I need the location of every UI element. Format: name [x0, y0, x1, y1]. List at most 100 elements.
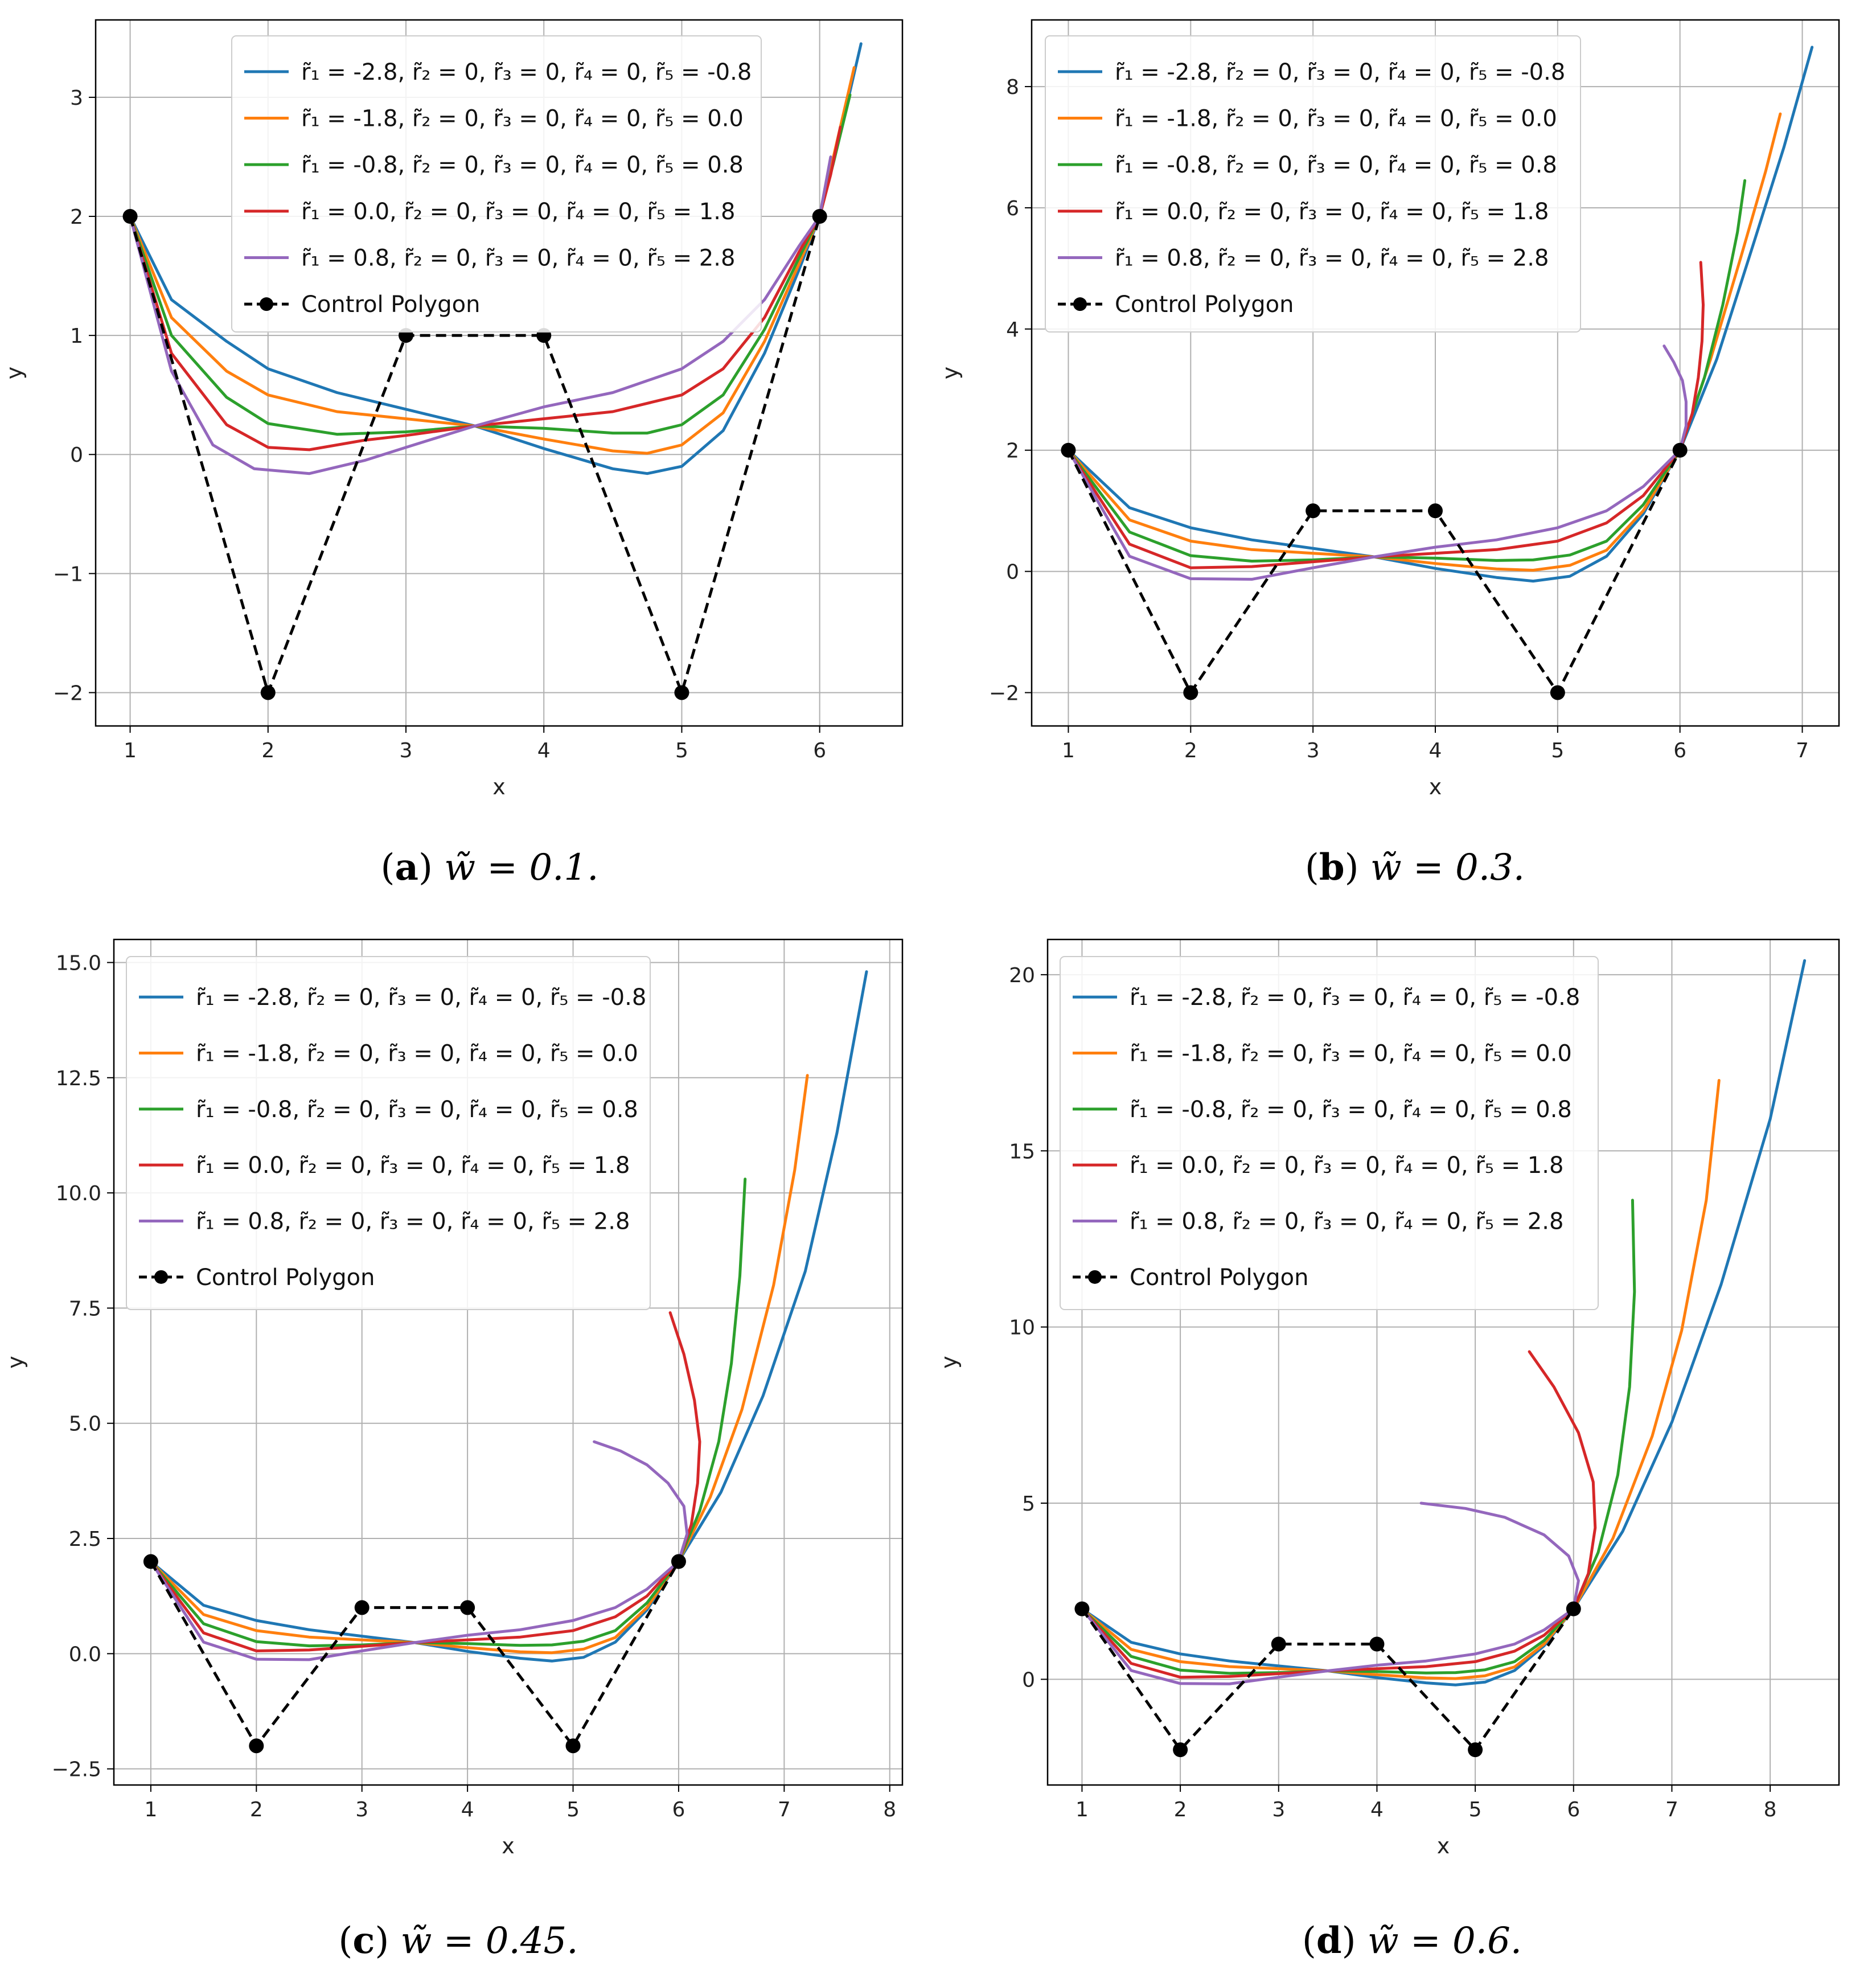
legend-label-4: r̃₁ = 0.0, r̃₂ = 0, r̃₃ = 0, r̃₄ = 0, r̃… — [1130, 1152, 1563, 1179]
y-tick-label: 0 — [1022, 1668, 1035, 1692]
legend-label-control: Control Polygon — [1115, 292, 1294, 318]
caption-paren-open: ( — [1305, 847, 1319, 889]
control-point — [143, 1554, 158, 1569]
caption-paren-close: ) — [375, 1920, 400, 1962]
legend-label-5: r̃₁ = 0.8, r̃₂ = 0, r̃₃ = 0, r̃₄ = 0, r̃… — [1130, 1209, 1563, 1235]
legend-label-2: r̃₁ = -1.8, r̃₂ = 0, r̃₃ = 0, r̃₄ = 0, r… — [1130, 1041, 1572, 1067]
legend-label-2: r̃₁ = -1.8, r̃₂ = 0, r̃₃ = 0, r̃₄ = 0, r… — [301, 106, 744, 132]
caption-text: w̃ = 0.3. — [1370, 847, 1525, 889]
x-tick-label: 8 — [1764, 1798, 1777, 1821]
legend-box — [231, 35, 762, 333]
control-point — [1369, 1636, 1385, 1652]
control-point — [1074, 1601, 1090, 1616]
series-line-5 — [149, 1440, 689, 1661]
legend-label-3: r̃₁ = -0.8, r̃₂ = 0, r̃₃ = 0, r̃₄ = 0, r… — [196, 1097, 638, 1123]
chart-panel-d: 1 2 3 4 5 6 7 8 0 5 10 15 20 x y r̃₁ = -2.8, r̃₂ = 0, r… — [937, 938, 1840, 1962]
chart-panel-b: 1 2 3 4 5 6 7 −2 0 2 4 6 8 x y r̃₁ = -2.8, r̃₂ = 0, r̃₃… — [938, 19, 1840, 889]
x-tick-label: 2 — [261, 739, 274, 762]
x-tick-label: 2 — [1174, 1798, 1187, 1821]
control-point — [565, 1738, 581, 1754]
caption-paren-open: ( — [1302, 1920, 1316, 1962]
control-point — [674, 685, 689, 700]
series-line-2 — [1080, 1079, 1721, 1680]
control-point — [1672, 442, 1688, 458]
control-point — [354, 1600, 370, 1615]
legend: r̃₁ = -2.8, r̃₂ = 0, r̃₃ = 0, r̃₄ = 0, r… — [231, 35, 762, 333]
plot-area — [1074, 959, 1807, 1758]
control-point — [1550, 685, 1565, 700]
legend: r̃₁ = -2.8, r̃₂ = 0, r̃₃ = 0, r̃₄ = 0, r… — [1045, 35, 1581, 333]
series-line-4 — [1080, 1350, 1597, 1679]
caption-letter: a — [395, 846, 418, 889]
series-line-3 — [1067, 179, 1747, 563]
y-axis-label: y — [938, 367, 963, 380]
x-tick-label: 7 — [1665, 1798, 1678, 1821]
legend-label-4: r̃₁ = 0.0, r̃₂ = 0, r̃₃ = 0, r̃₄ = 0, r̃… — [1115, 199, 1549, 225]
x-tick-label: 6 — [1673, 739, 1686, 762]
x-tick-label: 4 — [1429, 739, 1442, 762]
x-tick-label: 4 — [1370, 1798, 1384, 1821]
axes-frame — [1031, 19, 1840, 727]
series-line-1 — [129, 42, 863, 475]
x-tick-label: 7 — [778, 1798, 791, 1821]
caption-text: w̃ = 0.6. — [1368, 1920, 1522, 1962]
caption-letter: b — [1319, 846, 1345, 889]
axes-frame — [1046, 938, 1840, 1786]
chart-panel-a: 1 2 3 4 5 6 −2 −1 0 1 2 3 x y r̃₁ = -2.8, r̃₂ = 0, r̃₃… — [2, 19, 904, 889]
legend-label-2: r̃₁ = -1.8, r̃₂ = 0, r̃₃ = 0, r̃₄ = 0, r… — [1115, 106, 1557, 132]
legend-label-3: r̃₁ = -0.8, r̃₂ = 0, r̃₃ = 0, r̃₄ = 0, r… — [301, 152, 744, 178]
y-tick-label: −2 — [989, 682, 1019, 705]
legend-label-4: r̃₁ = 0.0, r̃₂ = 0, r̃₃ = 0, r̃₄ = 0, r̃… — [196, 1152, 630, 1179]
legend-box — [1045, 35, 1581, 333]
plot-area — [1061, 46, 1814, 700]
y-tick-label: 6 — [1006, 197, 1019, 220]
caption-paren-close: ) — [1342, 1920, 1368, 1962]
x-tick-label: 6 — [672, 1798, 685, 1821]
control-point — [249, 1738, 264, 1754]
caption-text: w̃ = 0.45. — [401, 1920, 578, 1962]
x-tick-label: 3 — [355, 1798, 368, 1821]
y-tick-label: 20 — [1009, 964, 1035, 987]
legend-label-2: r̃₁ = -1.8, r̃₂ = 0, r̃₃ = 0, r̃₄ = 0, r… — [196, 1041, 638, 1067]
control-point — [812, 209, 827, 224]
y-tick-label: 0 — [1006, 561, 1019, 584]
control-point — [1306, 503, 1321, 519]
subfigure-caption: (d) w̃ = 0.6. — [1302, 1919, 1522, 1962]
control-point — [122, 209, 138, 224]
y-tick-label: 8 — [1006, 76, 1019, 99]
x-axis-label: x — [492, 774, 506, 799]
caption-paren-open: ( — [381, 847, 395, 889]
subfigure-caption: (c) w̃ = 0.45. — [338, 1919, 578, 1962]
y-tick-label: 2.5 — [69, 1528, 101, 1551]
series-line-2 — [149, 1074, 809, 1655]
axes-frame — [95, 19, 904, 727]
series-line-3 — [129, 93, 852, 436]
series-line-1 — [1080, 959, 1807, 1686]
x-axis-label: x — [502, 1833, 515, 1858]
control-point — [460, 1600, 475, 1615]
y-tick-label: 10 — [1009, 1316, 1035, 1340]
y-tick-label: 15.0 — [56, 951, 101, 975]
x-tick-label: 4 — [537, 739, 551, 762]
y-tick-label: 0 — [70, 444, 83, 467]
series-line-5 — [1080, 1501, 1580, 1685]
axes-frame — [113, 938, 904, 1786]
x-tick-label: 3 — [400, 739, 413, 762]
y-tick-label: −2 — [53, 682, 83, 705]
legend-marker-control — [154, 1270, 168, 1284]
y-tick-label: 0.0 — [69, 1643, 101, 1666]
series-line-5 — [129, 155, 832, 475]
legend-label-control: Control Polygon — [1130, 1265, 1308, 1291]
legend-label-1: r̃₁ = -2.8, r̃₂ = 0, r̃₃ = 0, r̃₄ = 0, r… — [196, 984, 646, 1011]
legend-label-3: r̃₁ = -0.8, r̃₂ = 0, r̃₃ = 0, r̃₄ = 0, r… — [1130, 1097, 1572, 1123]
x-axis-label: x — [1437, 1833, 1450, 1858]
series-line-2 — [129, 66, 856, 455]
legend-label-3: r̃₁ = -0.8, r̃₂ = 0, r̃₃ = 0, r̃₄ = 0, r… — [1115, 152, 1557, 178]
series-line-4 — [149, 1311, 701, 1652]
y-tick-label: −1 — [53, 563, 83, 586]
control-point — [260, 685, 276, 700]
series-line-3 — [149, 1177, 747, 1648]
x-tick-label: 2 — [1184, 739, 1197, 762]
x-tick-label: 6 — [1567, 1798, 1580, 1821]
